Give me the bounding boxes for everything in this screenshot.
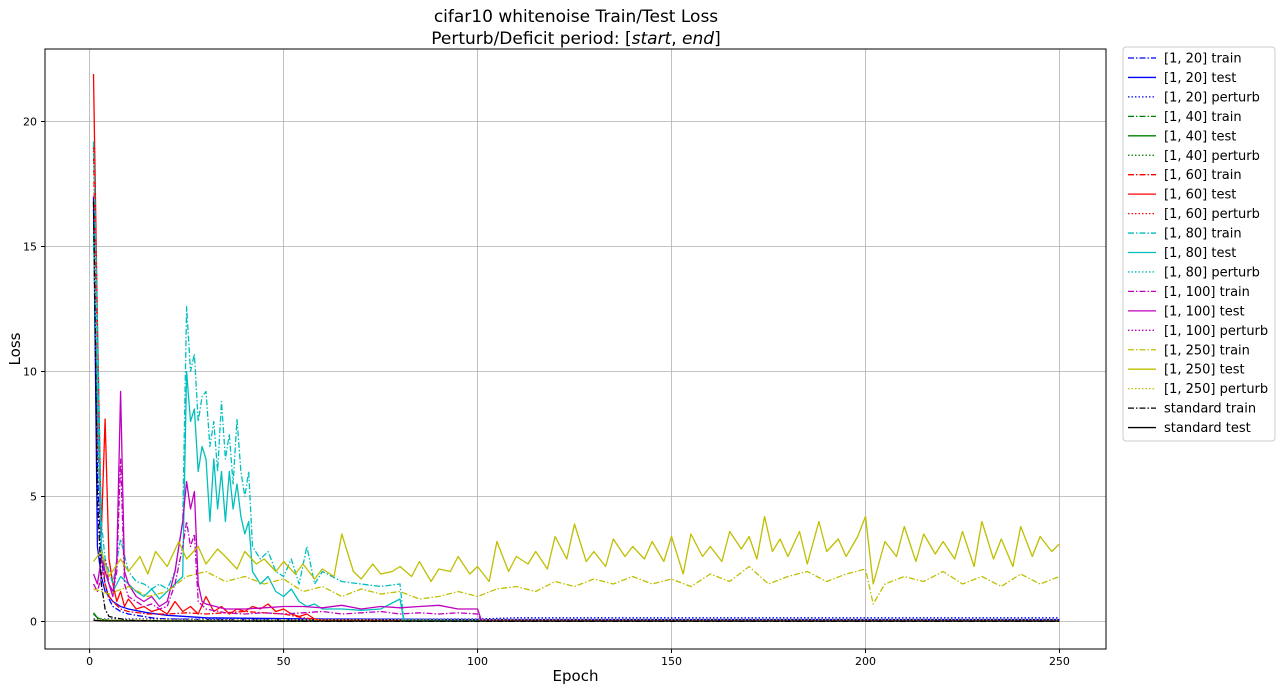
chart-title-line2: Perturb/Deficit period: [start, end] bbox=[431, 29, 720, 49]
series-line bbox=[92, 458, 1060, 622]
legend-entry-label: [1, 80] test bbox=[1164, 246, 1236, 261]
y-axis-label: Loss bbox=[6, 332, 24, 365]
legend-entry-label: [1, 250] test bbox=[1164, 363, 1245, 378]
plot-frame bbox=[44, 48, 1107, 650]
x-tick-label: 150 bbox=[661, 655, 682, 668]
series-line bbox=[92, 390, 1060, 622]
x-tick-label: 0 bbox=[86, 655, 93, 668]
legend-box bbox=[1122, 46, 1276, 442]
legend-entry-label: [1, 250] train bbox=[1164, 343, 1250, 358]
series-line bbox=[92, 141, 1060, 622]
series-line bbox=[93, 619, 1060, 622]
x-tick-label: 100 bbox=[467, 655, 488, 668]
series-line bbox=[92, 515, 1060, 585]
axis-ticks: 0 50 100 150 200 250 0 5 10 15 20 bbox=[23, 116, 1070, 669]
y-tick-label: 5 bbox=[30, 491, 37, 504]
legend-entry-label: [1, 100] test bbox=[1164, 304, 1245, 319]
legend-entry-label: [1, 20] test bbox=[1164, 71, 1236, 86]
series-line bbox=[92, 196, 1060, 621]
series-line bbox=[92, 201, 1060, 622]
legend-entry-label: [1, 40] perturb bbox=[1164, 149, 1260, 164]
legend-entry-label: [1, 80] train bbox=[1164, 227, 1242, 242]
series-line bbox=[93, 565, 1060, 605]
series-line bbox=[92, 233, 1060, 622]
x-tick-label: 200 bbox=[855, 655, 876, 668]
y-tick-label: 0 bbox=[30, 616, 37, 629]
legend-entry-label: [1, 60] train bbox=[1164, 168, 1242, 183]
y-tick-label: 15 bbox=[23, 241, 37, 254]
legend-entry-label: [1, 40] test bbox=[1164, 129, 1236, 144]
x-tick-label: 50 bbox=[277, 655, 291, 668]
legend-entry-label: [1, 80] perturb bbox=[1164, 265, 1260, 280]
legend-entry-label: [1, 40] train bbox=[1164, 110, 1242, 125]
legend-entry-label: [1, 100] perturb bbox=[1164, 324, 1268, 339]
x-tick-label: 250 bbox=[1049, 655, 1070, 668]
x-axis-label: Epoch bbox=[553, 667, 599, 685]
legend-entry-label: [1, 60] test bbox=[1164, 188, 1236, 203]
legend-entry-label: standard test bbox=[1164, 421, 1251, 436]
legend-entry-label: [1, 20] perturb bbox=[1164, 90, 1260, 105]
series-line bbox=[92, 73, 1060, 622]
legend-entry-label: [1, 100] train bbox=[1164, 285, 1250, 300]
legend-entry-label: [1, 60] perturb bbox=[1164, 207, 1260, 222]
legend-entry-label: [1, 250] perturb bbox=[1164, 382, 1268, 397]
chart-title-line1: cifar10 whitenoise Train/Test Loss bbox=[434, 7, 718, 27]
legend: [1, 20] train [1, 20] test [1, 20] perturb… bbox=[1122, 46, 1276, 442]
legend-entry-label: [1, 20] train bbox=[1164, 52, 1242, 67]
series-lines bbox=[92, 73, 1060, 622]
series-line bbox=[92, 146, 1060, 622]
y-tick-label: 20 bbox=[23, 116, 37, 129]
y-tick-label: 10 bbox=[23, 366, 37, 379]
legend-entry-label: standard train bbox=[1164, 402, 1256, 417]
